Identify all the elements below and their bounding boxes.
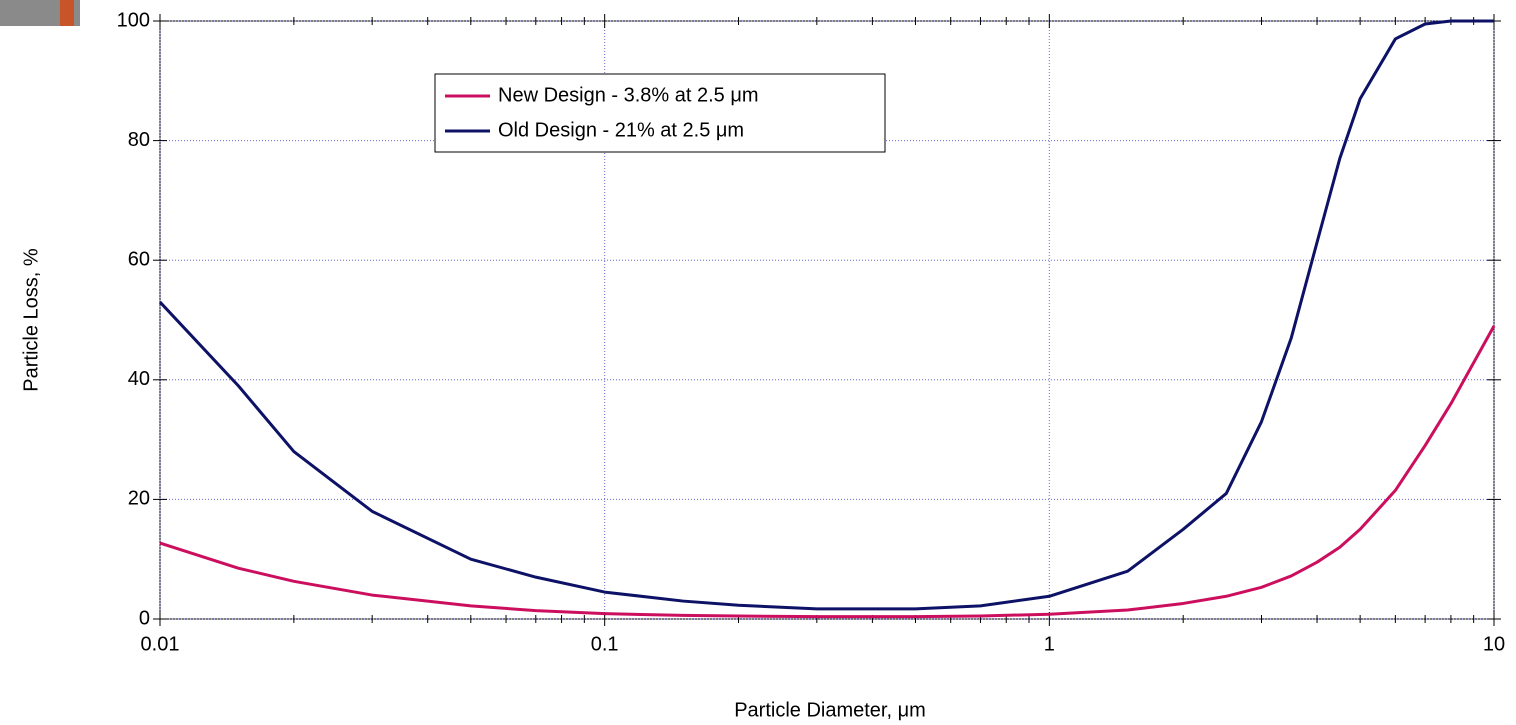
legend-label: New Design - 3.8% at 2.5 μm	[498, 84, 759, 106]
series-line	[158, 19, 1494, 611]
x-axis-label: Particle Diameter, μm	[734, 699, 926, 721]
series-line	[159, 325, 1496, 619]
y-tick-label: 60	[128, 248, 150, 270]
legend-box	[434, 73, 886, 153]
y-tick-label: 40	[128, 368, 150, 390]
y-tick-label: 20	[128, 488, 150, 510]
y-axis-label: Particle Loss, %	[20, 248, 42, 392]
x-tick-label: 1	[1044, 633, 1055, 655]
y-tick-label: 80	[128, 129, 150, 151]
x-tick-label: 10	[1483, 633, 1505, 655]
x-tick-label: 0.1	[591, 633, 619, 655]
image-fragment	[60, 0, 74, 26]
x-tick-label: 0.01	[141, 633, 180, 655]
legend-label: Old Design - 21% at 2.5 μm	[498, 119, 744, 141]
y-tick-label: 0	[139, 607, 150, 629]
y-tick-label: 100	[117, 9, 150, 31]
